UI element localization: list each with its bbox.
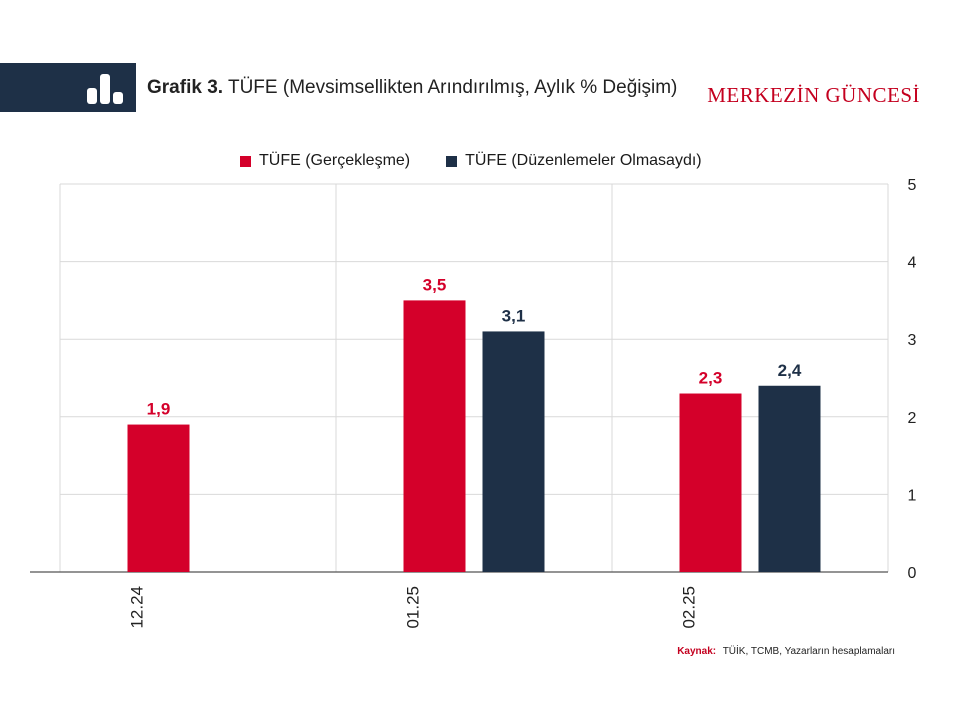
legend-swatch-series1 <box>240 155 251 167</box>
brand-logo-text: MERKEZİN GÜNCESİ <box>707 83 920 107</box>
data-label: 3,5 <box>423 275 447 294</box>
legend-swatch-series2 <box>446 155 458 167</box>
y-tick-label: 1 <box>908 487 917 504</box>
bar-series1 <box>679 393 742 572</box>
data-label: 2,4 <box>778 361 802 380</box>
legend-label-series2: TÜFE (Düzenlemeler Olmasaydı) <box>465 152 702 169</box>
x-tick-label: 12.24 <box>127 586 146 629</box>
bar-series1 <box>403 300 466 572</box>
data-label: 1,9 <box>147 400 171 419</box>
source-label: Kaynak: <box>677 646 717 657</box>
header-band <box>0 63 136 112</box>
title-text: TÜFE (Mevsimsellikten Arındırılmış, Aylı… <box>227 77 678 98</box>
chart-title: Grafik 3. TÜFE (Mevsimsellikten Arındırı… <box>147 76 677 100</box>
bar-chart-icon <box>87 74 123 104</box>
y-tick-label: 2 <box>908 410 917 427</box>
x-tick-label: 02.25 <box>679 586 698 629</box>
y-tick-label: 4 <box>908 255 917 272</box>
bar-series1 <box>127 424 190 572</box>
bar-series2 <box>758 385 821 572</box>
legend-item-series2: TÜFE (Düzenlemeler Olmasaydı) <box>446 152 702 170</box>
legend-item-series1: TÜFE (Gerçekleşme) <box>240 152 410 170</box>
chart-legend: TÜFE (Gerçekleşme) TÜFE (Düzenlemeler Ol… <box>240 150 702 172</box>
data-label: 3,1 <box>502 306 526 325</box>
legend-label-series1: TÜFE (Gerçekleşme) <box>259 152 411 169</box>
bar-series2 <box>482 331 545 572</box>
title-number: Grafik 3. <box>147 77 224 98</box>
source-text: TÜİK, TCMB, Yazarların hesaplamaları <box>722 646 895 657</box>
y-tick-label: 5 <box>908 177 917 194</box>
data-label: 2,3 <box>699 369 723 388</box>
y-tick-label: 0 <box>908 565 917 582</box>
x-tick-label: 01.25 <box>403 586 422 629</box>
source-note: Kaynak: TÜİK, TCMB, Yazarların hesaplama… <box>677 646 895 657</box>
y-tick-label: 3 <box>908 332 917 349</box>
